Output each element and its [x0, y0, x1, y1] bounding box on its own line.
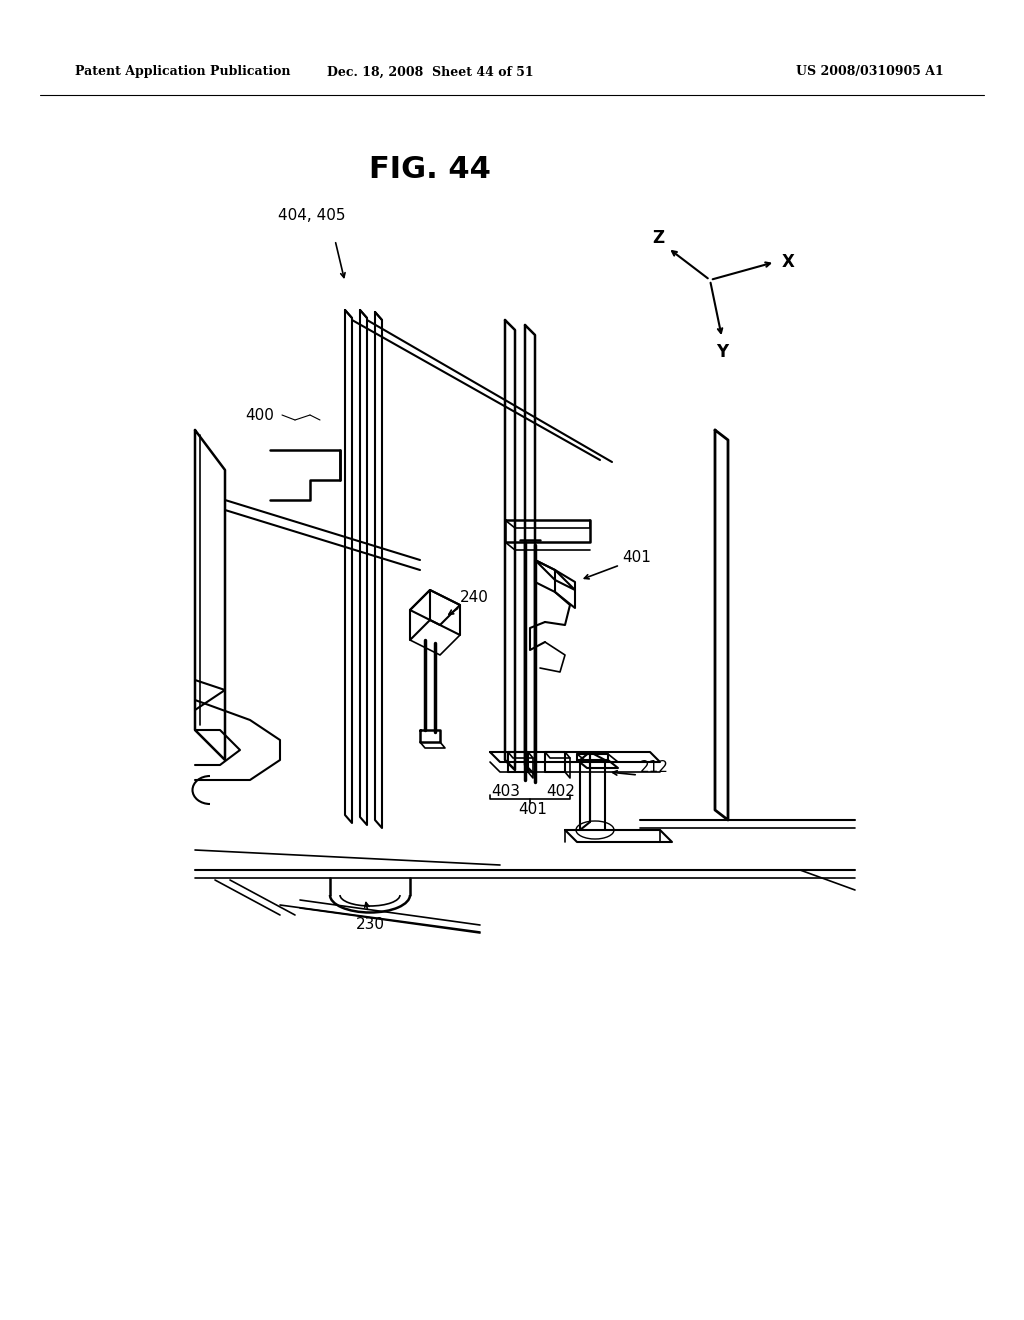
Text: 403: 403: [492, 784, 520, 800]
Text: 230: 230: [355, 917, 384, 932]
Text: 401: 401: [622, 550, 651, 565]
Text: Patent Application Publication: Patent Application Publication: [75, 66, 291, 78]
Text: 404, 405: 404, 405: [278, 207, 345, 223]
Text: US 2008/0310905 A1: US 2008/0310905 A1: [796, 66, 944, 78]
Text: 212: 212: [640, 760, 669, 776]
Text: 400: 400: [245, 408, 273, 422]
Text: 240: 240: [460, 590, 488, 606]
Text: 401: 401: [518, 803, 548, 817]
Text: Dec. 18, 2008  Sheet 44 of 51: Dec. 18, 2008 Sheet 44 of 51: [327, 66, 534, 78]
Text: FIG. 44: FIG. 44: [369, 156, 490, 185]
Text: 402: 402: [547, 784, 575, 800]
Text: Y: Y: [716, 343, 728, 360]
Text: X: X: [781, 253, 795, 271]
Text: Z: Z: [652, 228, 664, 247]
